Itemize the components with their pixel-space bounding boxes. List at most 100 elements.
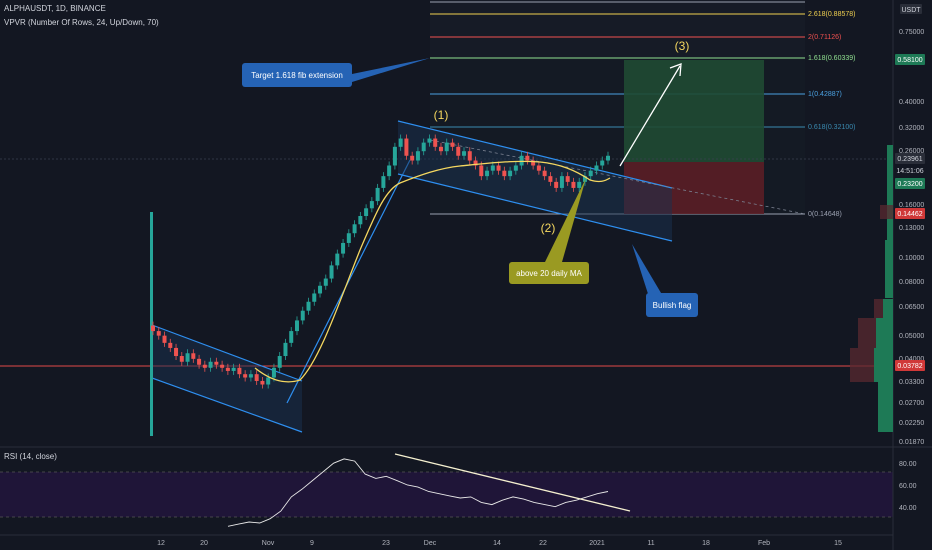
candle[interactable] [243,374,248,378]
candle[interactable] [508,170,513,177]
candle[interactable] [565,176,570,182]
candle[interactable] [387,165,392,177]
candle[interactable] [168,342,173,348]
candle[interactable] [162,335,167,343]
bullish-flag-channel[interactable] [397,120,806,242]
candle[interactable] [513,165,518,171]
candle[interactable] [582,176,587,182]
flag-callout[interactable]: Bullish flag [646,293,698,317]
rsi-line[interactable] [227,458,609,527]
candle[interactable] [421,142,426,152]
candle[interactable] [214,361,219,365]
candle[interactable] [467,151,472,161]
candle[interactable] [341,242,346,254]
candle[interactable] [594,165,599,171]
candle[interactable] [352,224,357,234]
candle[interactable] [536,165,541,171]
candle[interactable] [548,176,553,182]
candles[interactable] [150,134,610,436]
symbol-legend[interactable]: ALPHAUSDT, 1D, BINANCE [4,4,106,13]
target-arrow[interactable] [619,63,682,167]
candle[interactable] [588,170,593,177]
candle[interactable] [225,367,230,371]
time-axis[interactable]: 12 20 Nov 9 23 Dec 14 22 2021 11 18 Feb 15 [157,540,842,547]
candle[interactable] [260,380,265,385]
candle[interactable] [462,151,467,156]
candle[interactable] [542,170,547,177]
candle[interactable] [174,347,179,357]
rally-trendline[interactable] [286,159,411,404]
rsi-scale[interactable]: 80.00 60.00 40.00 [899,461,917,512]
indicator-legend[interactable]: VPVR (Number Of Rows, 24, Up/Down, 70) [4,18,159,27]
candle[interactable] [248,374,253,378]
candle[interactable] [185,353,190,362]
left-channel[interactable] [151,324,303,433]
candle[interactable] [606,155,610,161]
candle[interactable] [266,377,271,385]
candle[interactable] [283,342,288,357]
candle[interactable] [346,233,351,243]
candle[interactable] [433,138,438,147]
currency-badge[interactable] [900,4,922,14]
candle[interactable] [277,356,282,368]
candle[interactable] [271,367,276,378]
candle[interactable] [444,142,449,152]
candle[interactable] [289,331,294,343]
candle[interactable] [237,367,242,375]
candle[interactable] [577,181,582,188]
candle[interactable] [531,160,536,166]
price-scale[interactable]: 0.75000 0.40000 0.32000 0.26000 0.16000 0.130… [899,29,924,446]
candle[interactable] [323,278,328,286]
candle[interactable] [364,208,369,217]
candle[interactable] [197,358,202,365]
candle[interactable] [306,301,311,311]
candle[interactable] [202,364,207,368]
candle[interactable] [294,320,299,332]
candle[interactable] [485,170,490,177]
candle[interactable] [208,361,213,368]
candle[interactable] [318,285,323,294]
candle[interactable] [519,155,524,166]
ma20-line[interactable] [254,160,611,383]
candle[interactable] [502,170,507,177]
candle[interactable] [151,325,155,332]
candle[interactable] [496,165,501,171]
candle[interactable] [473,160,478,166]
candle[interactable] [490,165,495,171]
target-callout[interactable]: Target 1.618 fib extension [242,63,352,87]
candle[interactable] [438,146,443,152]
rsi-legend[interactable]: RSI (14, close) [4,452,57,461]
candle[interactable] [392,146,397,166]
candle[interactable] [404,138,409,156]
candle[interactable] [358,216,363,225]
candle[interactable] [398,138,403,147]
candle[interactable] [369,201,374,209]
candle[interactable] [600,160,605,166]
candle[interactable] [415,151,420,161]
candle[interactable] [312,293,317,302]
candle[interactable] [300,310,305,321]
candle[interactable] [559,176,564,188]
candle[interactable] [410,155,415,161]
candle[interactable] [329,265,334,279]
candle[interactable] [456,146,461,156]
candle[interactable] [381,176,386,188]
candle[interactable] [375,187,380,202]
candle[interactable] [450,142,455,147]
candle[interactable] [231,367,236,371]
candle[interactable] [254,374,259,381]
candle[interactable] [150,212,153,436]
ma-callout[interactable]: above 20 daily MA [509,262,589,284]
vpvr-histogram[interactable] [850,145,893,432]
candle[interactable] [156,331,161,336]
candle[interactable] [179,356,184,362]
candle[interactable] [191,353,196,359]
candle[interactable] [554,181,559,188]
position-profit-zone[interactable] [624,60,764,162]
candle[interactable] [427,138,432,143]
candle[interactable] [525,155,530,161]
rsi-divergence-trendline[interactable] [394,453,631,512]
candle[interactable] [220,364,225,368]
candle[interactable] [335,253,340,266]
